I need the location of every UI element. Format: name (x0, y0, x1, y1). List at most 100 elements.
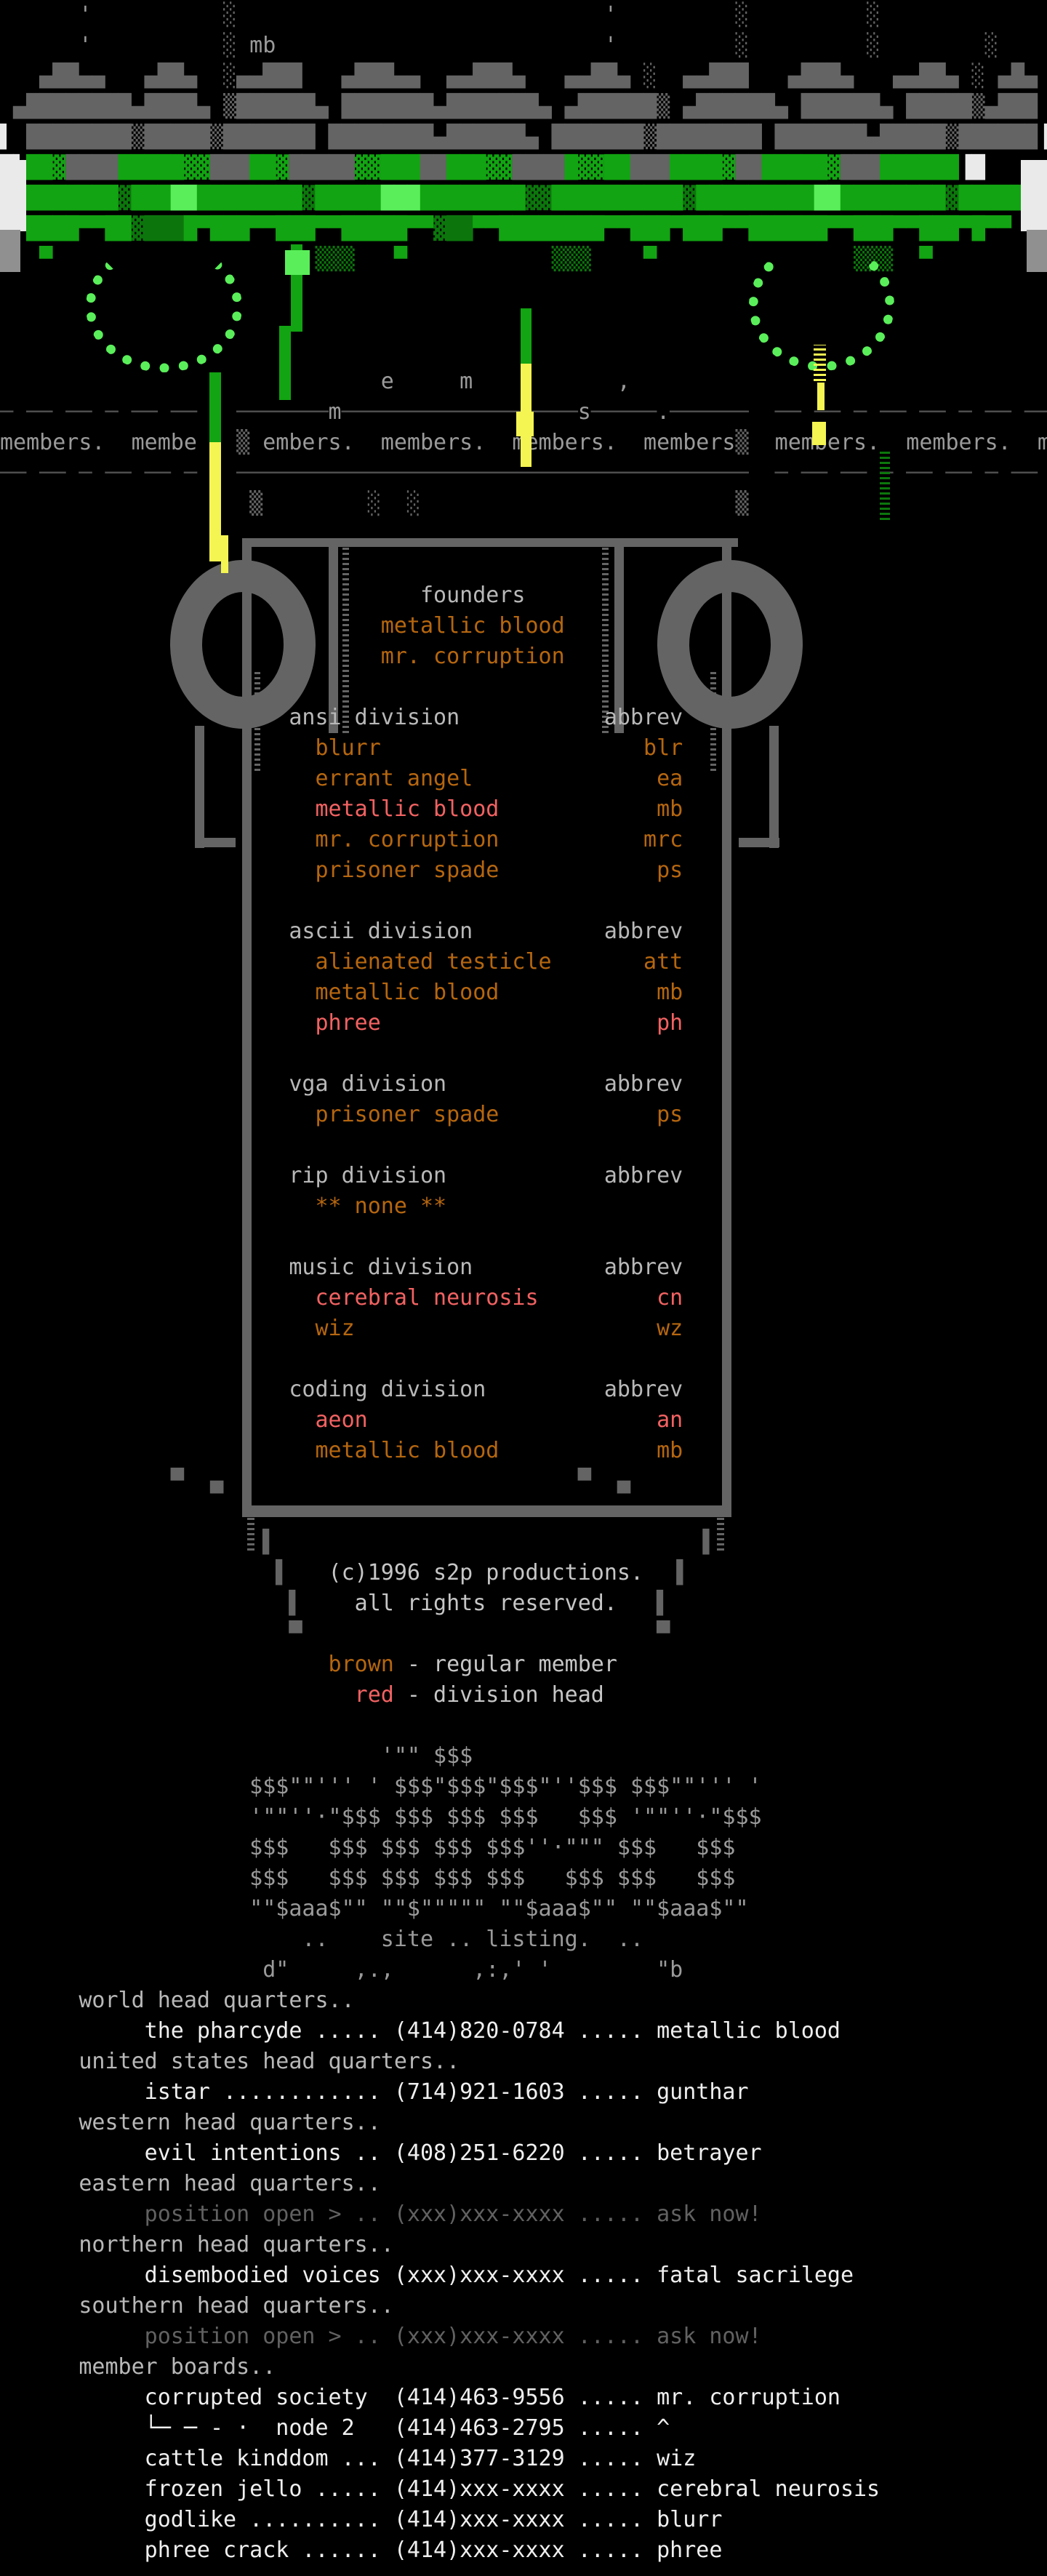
text-row: wiz wz (0, 1316, 683, 1341)
text-row: phree crack ...... (414)xxx-xxxx ..... p… (0, 2537, 723, 2563)
text-row: prisoner spade ps (0, 857, 683, 883)
text-row (0, 1039, 1047, 1069)
drip-left-yellow (209, 442, 221, 561)
text-row: █▌██▓█████████▓▓█████▓█████▓▓████████▓▓█… (0, 155, 985, 180)
text-row (0, 1711, 1047, 1741)
text-row: southern head quarters.. (0, 2293, 394, 2319)
text-row: united states head quarters.. (0, 2049, 460, 2074)
text-row (0, 519, 1047, 550)
text-row: northern head quarters.. (0, 2232, 394, 2257)
text-row: istar ............ (714)921-1603 ..... g… (0, 2079, 749, 2105)
text-row: red - division head (0, 1682, 604, 1708)
text-row: prisoner spade ps (0, 1102, 683, 1127)
drip-right-dotted (814, 345, 826, 381)
box-border-right (722, 543, 731, 1517)
text-row: cattle kinddom ... (414)377-3129 ..... w… (0, 2446, 697, 2471)
text-row: ""$aaa$"" ""$""""" ""$aaa$"" ""$aaa$"" (0, 1896, 749, 1921)
text-row: e m , (0, 369, 630, 394)
text-row: ▌ ▐ (0, 1529, 710, 1555)
text-row: godlike .......... (414)xxx-xxxx ..... b… (0, 2507, 723, 2532)
text-row: ▄████████▄████▄ ▒██████▄ ███████▄███████… (0, 94, 1038, 119)
text-row: ▌ (c)1996 s2p productions. ▐ (0, 1560, 683, 1585)
box-corner-texture-left (247, 1517, 254, 1551)
text-row: rip division abbrev (0, 1163, 683, 1188)
box-corner-texture-right (717, 1517, 724, 1551)
ring-tail-right (769, 726, 779, 848)
box-border-right-texture (710, 669, 716, 771)
drip-left-yellow-tip (221, 535, 228, 573)
text-row (0, 1222, 1047, 1252)
text-row (0, 1344, 1047, 1375)
text-row: phree ph (0, 1010, 683, 1036)
text-row: errant angel ea (0, 766, 683, 791)
text-row (0, 1130, 1047, 1161)
text-row: mr. corruption (0, 644, 565, 669)
ring-tail-left (195, 726, 204, 848)
text-row: music division abbrev (0, 1255, 683, 1280)
text-row: evil intentions .. (408)251-6220 ..... b… (0, 2140, 762, 2166)
paint-fringe-right (1027, 230, 1047, 272)
text-row: metallic blood mb (0, 1438, 683, 1463)
text-row: $$$ $$$ $$$ $$$ $$$''·""" $$$ $$$ (0, 1835, 736, 1860)
text-row: ── ── ─ ── ── ─ ────────────────────────… (0, 460, 1038, 486)
text-row: eastern head quarters.. (0, 2171, 381, 2196)
text-row: mr. corruption mrc (0, 827, 683, 852)
text-row: ─ ── ── ─ ── ── ───────m────────────────… (0, 399, 1047, 425)
text-row: cerebral neurosis cn (0, 1285, 683, 1311)
text-row (0, 1497, 1047, 1527)
drip-loop-left (86, 241, 242, 372)
text-row: brown - regular member (0, 1652, 617, 1677)
text-row: world head quarters.. (0, 1988, 355, 2013)
text-row: founders (0, 583, 526, 608)
drip-center-green (521, 308, 531, 367)
text-row: ▌ ████████▒█████▒███████ ████████▄██████… (0, 124, 1047, 150)
text-row: frozen jello ..... (414)xxx-xxxx ..... c… (0, 2476, 880, 2502)
text-row: ** none ** (0, 1193, 447, 1219)
text-row: the pharcyde ..... (414)820-0784 ..... m… (0, 2018, 841, 2044)
text-row: alienated testicle att (0, 949, 683, 975)
gate-pillar-left (329, 538, 338, 733)
text-row: member boards.. (0, 2354, 276, 2380)
text-row: .. site .. listing. .. (0, 1927, 644, 1952)
text-row: metallic blood (0, 613, 565, 639)
drip-center-nub (516, 412, 534, 436)
text-row: '"" $$$ (0, 1743, 473, 1769)
text-row: d" ,., ,:,' ' "b (0, 1957, 683, 1983)
paint-blob-white-left (0, 160, 26, 231)
text-row: metallic blood mb (0, 980, 683, 1005)
box-border-left (242, 543, 252, 1517)
text-row (0, 886, 1047, 916)
text-row: $$$ $$$ $$$ $$$ $$$ $$$ $$$ $$$ (0, 1865, 736, 1891)
paint-fringe-left (0, 230, 20, 272)
drip-right-greentex (880, 451, 890, 520)
drip-midleft-green-lower (279, 326, 291, 400)
text-row: ▒ ░ ░ ▒ (0, 491, 749, 516)
text-row: aeon an (0, 1407, 683, 1433)
drip-right-slim (817, 383, 825, 410)
text-row: ascii division abbrev (0, 919, 683, 944)
text-row: $$$""''' ' $$$"$$$"$$$"''$$$ $$$""''' ' (0, 1774, 762, 1799)
text-row: metallic blood mb (0, 796, 683, 822)
text-row: └─ ─ - · node 2 (414)463-2795 ..... ^ (0, 2415, 670, 2441)
text-row: ▀████▀▀██▓████▀███▀▀███▀▀█████▀▀▓██▀▀███… (0, 216, 1024, 241)
text-row: ▌ all rights reserved. ▌ (0, 1591, 670, 1616)
text-row: ansi division abbrev (0, 705, 683, 730)
text-row: coding division abbrev (0, 1377, 683, 1402)
text-row: ▀ ▄ ▀ ▄ (0, 1468, 630, 1494)
text-row: position open > .. (xxx)xxx-xxxx ..... a… (0, 2201, 762, 2227)
text-row: ' ░ mb ' ░ ░ ░ (0, 33, 998, 58)
gate-pillar-left-texture (342, 547, 349, 733)
paint-blob-white-right (1021, 160, 1047, 231)
gate-pillar-right-texture (602, 547, 609, 733)
ring-foot-left (195, 838, 236, 847)
gate-pillar-right (614, 538, 624, 733)
text-row: ▀ ▒▒▒ ▀ ▒▒▒ ▀ ▒▒▒ ▀ (0, 247, 933, 272)
text-row: position open > .. (xxx)xxx-xxxx ..... a… (0, 2324, 762, 2349)
text-row (0, 550, 1047, 580)
text-row: western head quarters.. (0, 2110, 381, 2135)
text-row: ' ░ ' ░ ░ (0, 2, 880, 28)
text-row: ▀ ▀ (0, 1621, 670, 1647)
text-row: corrupted society (414)463-9556 ..... mr… (0, 2385, 841, 2410)
text-row (0, 672, 1047, 703)
